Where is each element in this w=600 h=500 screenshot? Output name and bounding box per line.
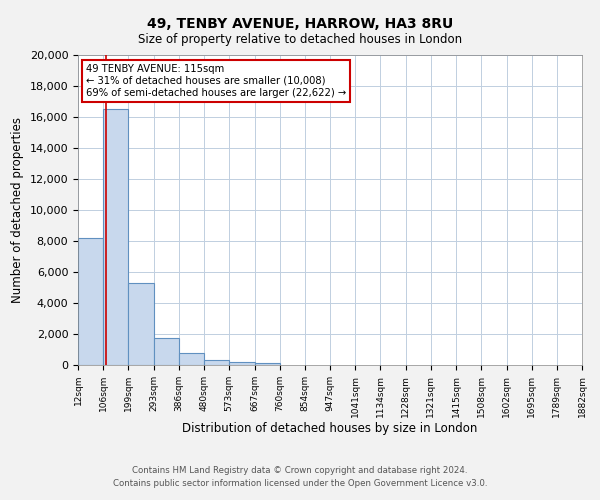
Text: 49, TENBY AVENUE, HARROW, HA3 8RU: 49, TENBY AVENUE, HARROW, HA3 8RU [147,18,453,32]
Bar [78,238,103,365]
Y-axis label: Number of detached properties: Number of detached properties [11,117,24,303]
Text: Size of property relative to detached houses in London: Size of property relative to detached ho… [138,32,462,46]
Text: 49 TENBY AVENUE: 115sqm
← 31% of detached houses are smaller (10,008)
69% of sem: 49 TENBY AVENUE: 115sqm ← 31% of detache… [86,64,346,98]
X-axis label: Distribution of detached houses by size in London: Distribution of detached houses by size … [182,422,478,436]
Bar [154,338,179,365]
Bar [204,360,229,365]
Bar [229,362,254,365]
Bar [179,352,204,365]
Bar [103,110,128,365]
Bar [128,283,154,365]
Text: Contains HM Land Registry data © Crown copyright and database right 2024.
Contai: Contains HM Land Registry data © Crown c… [113,466,487,487]
Bar [254,364,280,365]
